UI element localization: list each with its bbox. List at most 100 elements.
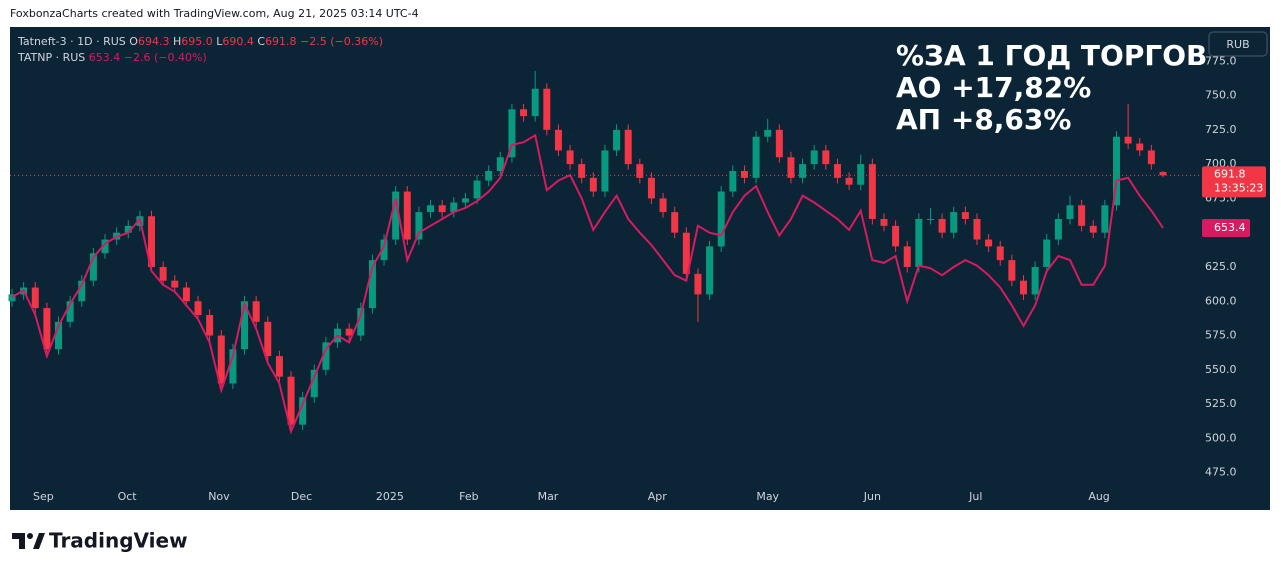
- candle-body: [996, 246, 1004, 261]
- legend-l-value: 690.4: [222, 35, 254, 48]
- candle-body: [345, 328, 353, 336]
- candle-body: [403, 191, 411, 240]
- x-tick-label: Dec: [291, 490, 312, 503]
- y-tick-label: 475.0: [1205, 466, 1237, 479]
- candle-body: [892, 225, 900, 247]
- candle-body: [473, 180, 481, 199]
- x-tick-label: Sep: [33, 490, 54, 503]
- candle-body: [357, 308, 365, 336]
- candle-body: [1112, 136, 1120, 206]
- legend-second-value: 653.4: [89, 51, 121, 64]
- price-tag-value: 691.8: [1214, 167, 1246, 180]
- candle-body: [880, 218, 888, 226]
- legend-l: L: [216, 35, 223, 48]
- candle-body: [299, 397, 307, 425]
- candle-body: [915, 218, 923, 267]
- candle-body: [589, 177, 597, 192]
- candle-body: [89, 253, 97, 281]
- candle-body: [1159, 171, 1167, 176]
- x-tick-label: Mar: [538, 490, 559, 503]
- candle-body: [566, 150, 574, 165]
- candle-body: [485, 170, 493, 181]
- candle-body: [554, 129, 562, 151]
- candle-body: [520, 109, 528, 117]
- candle-body: [787, 157, 795, 178]
- candle-body: [694, 273, 702, 295]
- candle-body: [1031, 266, 1039, 295]
- currency-button[interactable]: [1208, 31, 1268, 57]
- candle-body: [1066, 205, 1074, 219]
- annotation: АО +17,82%: [896, 71, 1091, 104]
- candle-body: [322, 342, 330, 370]
- currency: RUB: [1226, 38, 1249, 51]
- candle-body: [833, 164, 841, 178]
- candle-body: [729, 170, 737, 192]
- x-tick-label: May: [756, 490, 779, 503]
- legend-main: Tatneft-3 · 1D · RUS O694.3 H695.0 L690.…: [17, 35, 383, 48]
- legend-c-value: 691.8: [265, 35, 297, 48]
- candle-body: [159, 266, 167, 281]
- x-tick-label: Nov: [208, 490, 230, 503]
- candle-body: [717, 191, 725, 247]
- y-tick-label: 525.0: [1205, 397, 1237, 410]
- price-tag-value: 653.4: [1214, 221, 1246, 234]
- countdown: 13:35:23: [1214, 181, 1263, 194]
- candle-body: [938, 218, 946, 233]
- price-tag: [1202, 166, 1266, 198]
- x-tick-label: 2025: [376, 490, 404, 503]
- candle-body: [1043, 239, 1051, 267]
- x-tick-label: Jul: [968, 490, 982, 503]
- annotation: %ЗА 1 ГОД ТОРГОВ: [896, 39, 1207, 72]
- candle-body: [1054, 218, 1062, 240]
- y-tick-label: 750.0: [1205, 89, 1237, 102]
- candle-body: [740, 170, 748, 178]
- candle-body: [182, 287, 190, 302]
- candle-body: [903, 246, 911, 267]
- candle-body: [973, 218, 981, 240]
- candle-body: [124, 225, 132, 233]
- legend-second-change: −2.6 (−0.40%): [124, 51, 207, 64]
- candle-body: [148, 216, 156, 267]
- candle-body: [810, 150, 818, 165]
- candle-body: [66, 301, 74, 322]
- candle-body: [1124, 136, 1132, 144]
- candle-body: [799, 164, 807, 178]
- annotation: АП +8,63%: [896, 103, 1071, 136]
- legend-h: H: [173, 35, 181, 48]
- y-tick-label: 725.0: [1205, 123, 1237, 136]
- legend-second: TATNP · RUS 653.4 −2.6 (−0.40%): [17, 51, 207, 64]
- candle-body: [601, 150, 609, 192]
- candle-body: [531, 88, 539, 117]
- candle-body: [950, 212, 958, 233]
- line-series: [11, 133, 1164, 435]
- candle-body: [822, 150, 830, 165]
- candle-body: [1147, 150, 1155, 165]
- candle-body: [926, 218, 934, 220]
- candle-body: [194, 301, 202, 315]
- x-tick-label: Jun: [863, 490, 881, 503]
- candle-body: [171, 280, 179, 288]
- panel: [10, 27, 1270, 510]
- candle-body: [368, 260, 376, 309]
- candle-body: [450, 202, 458, 213]
- candle-body: [1019, 280, 1027, 295]
- y-tick-label: 575.0: [1205, 329, 1237, 342]
- x-tick-label: Oct: [118, 490, 138, 503]
- legend-o-value: 694.3: [138, 35, 170, 48]
- y-tick-label: 500.0: [1205, 431, 1237, 444]
- candle-body: [438, 205, 446, 213]
- header: FoxbonzaCharts created with TradingView.…: [10, 7, 419, 20]
- candle-body: [961, 212, 969, 219]
- candle-body: [682, 232, 690, 274]
- y-tick-label: 625.0: [1205, 260, 1237, 273]
- candle-body: [543, 88, 551, 130]
- y-tick-label: 550.0: [1205, 363, 1237, 376]
- candle-body: [1008, 260, 1016, 281]
- candle-body: [55, 321, 63, 350]
- candle-body: [1078, 205, 1086, 226]
- candle-body: [624, 129, 632, 165]
- y-tick-label: 600.0: [1205, 294, 1237, 307]
- candle-body: [310, 369, 318, 398]
- candle-body: [461, 198, 469, 203]
